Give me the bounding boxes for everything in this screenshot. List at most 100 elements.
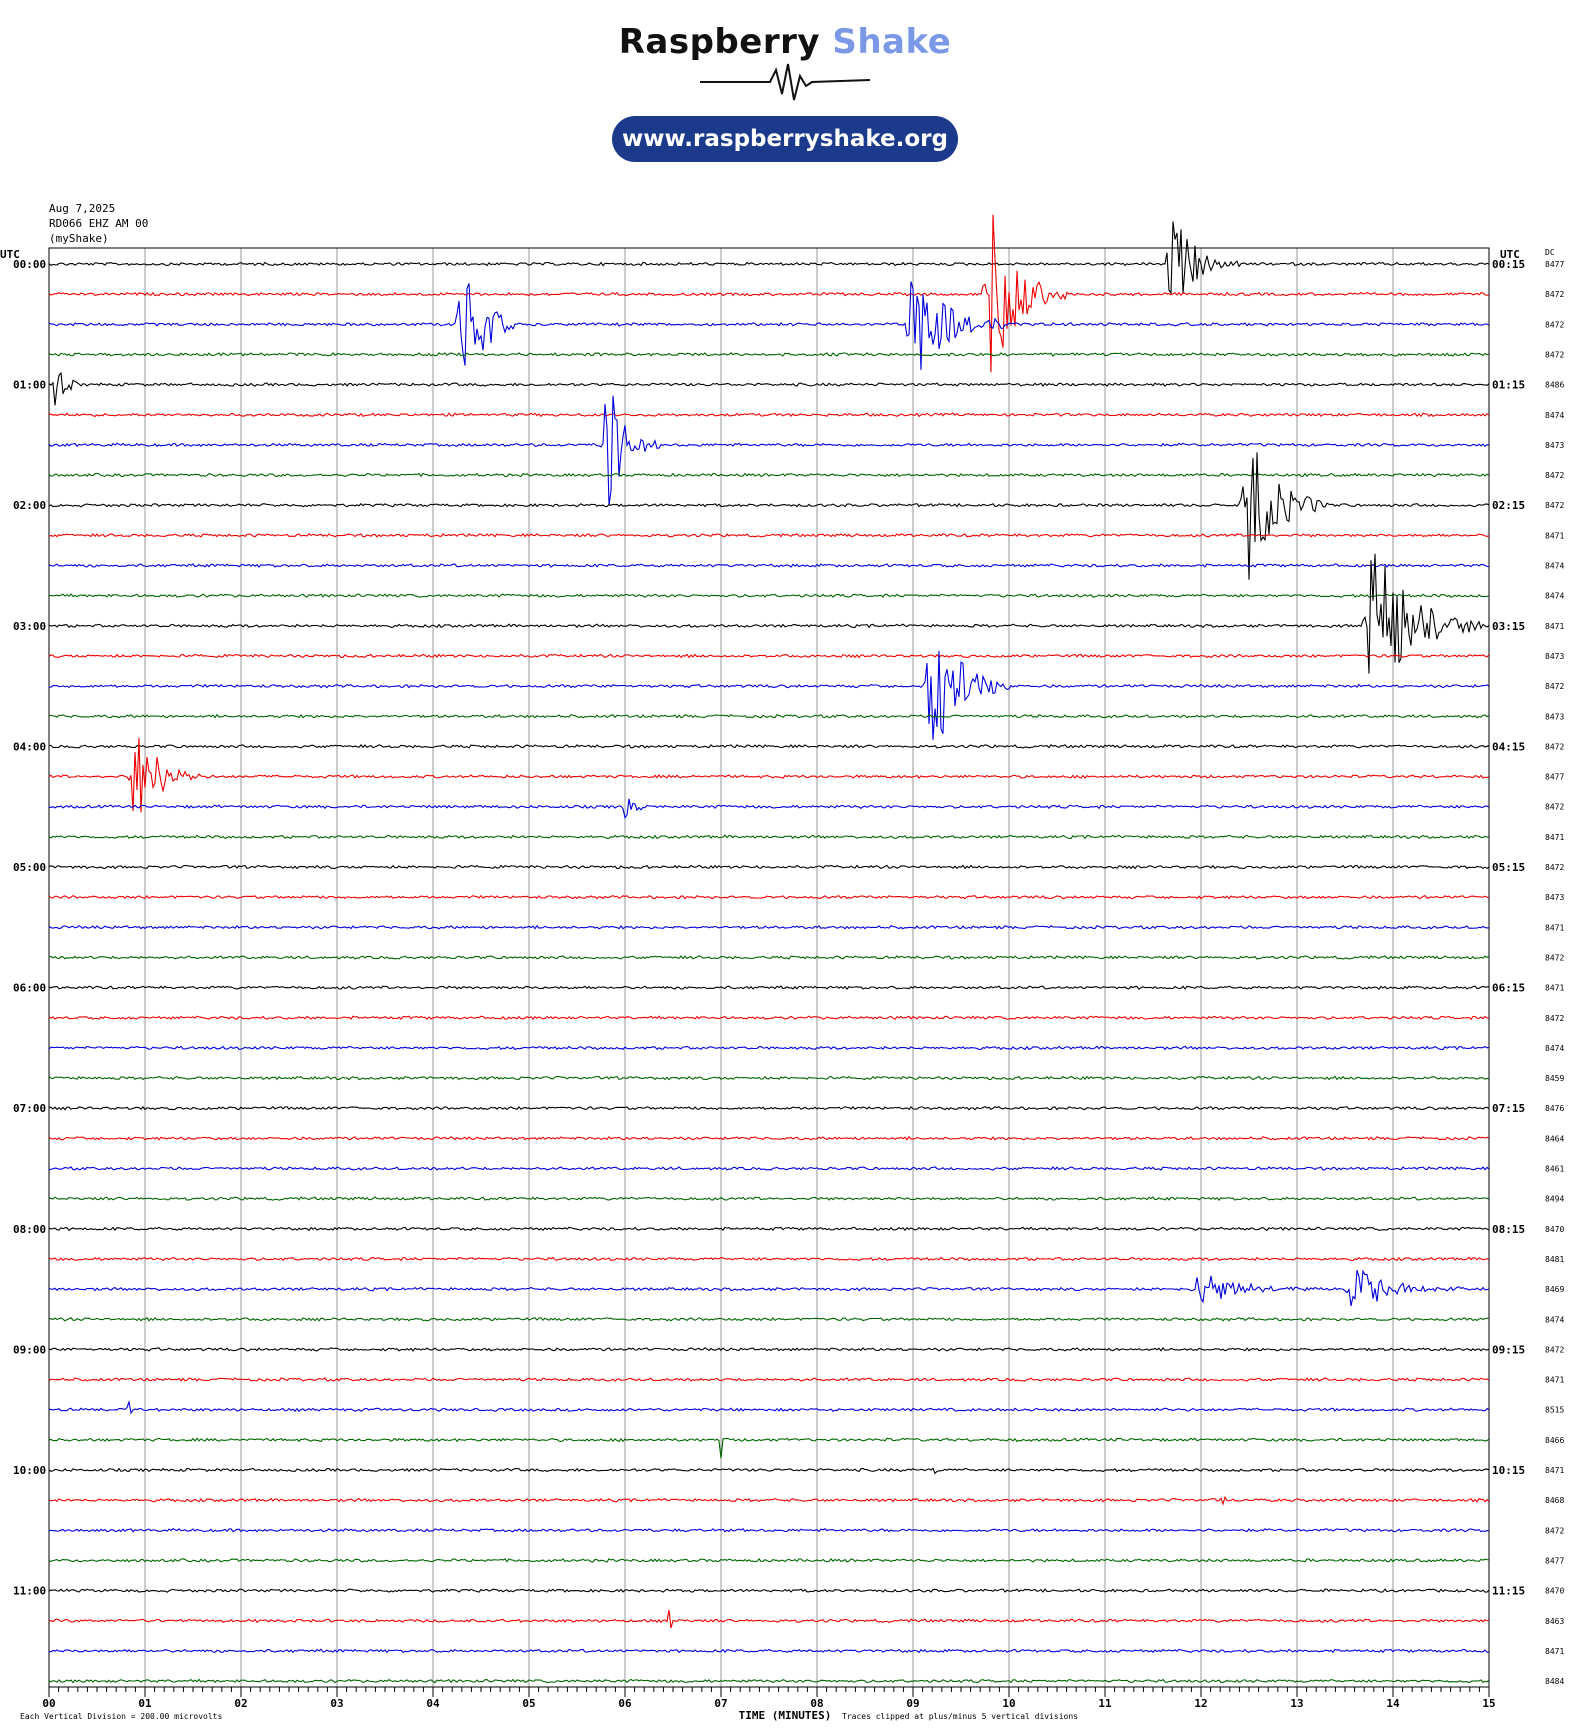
right-time-label: 02:15 <box>1492 499 1525 512</box>
dc-value-label: 8474 <box>1545 1315 1564 1324</box>
seismic-trace-row-27 <box>48 1075 1490 1081</box>
x-tick-label: 02 <box>234 1697 247 1710</box>
dc-value-label: 8459 <box>1545 1074 1564 1083</box>
dc-value-label: 8477 <box>1545 1556 1564 1565</box>
dc-value-label: 8515 <box>1545 1406 1564 1415</box>
dc-value-label: 8463 <box>1545 1617 1564 1626</box>
right-time-label: 04:15 <box>1492 740 1525 753</box>
left-time-label: 06:00 <box>13 982 46 995</box>
right-time-label: 05:15 <box>1492 861 1525 874</box>
dc-value-label: 8471 <box>1545 833 1564 842</box>
seismic-trace-row-41 <box>48 1495 1490 1506</box>
seismic-trace-row-16 <box>48 744 1490 749</box>
left-time-label: 02:00 <box>13 499 46 512</box>
seismic-trace-row-3 <box>48 352 1490 357</box>
seismic-trace-row-21 <box>48 894 1490 900</box>
seismic-trace-row-39 <box>48 1437 1490 1459</box>
header-source: (myShake) <box>49 232 109 245</box>
dc-value-label: 8471 <box>1545 531 1564 540</box>
dc-value-label: 8472 <box>1545 290 1564 299</box>
right-time-label: 06:15 <box>1492 982 1525 995</box>
x-tick-label: 05 <box>522 1697 535 1710</box>
dc-value-label: 8472 <box>1545 742 1564 751</box>
dc-value-label: 8472 <box>1545 863 1564 872</box>
dc-value-label: 8473 <box>1545 652 1564 661</box>
seismic-trace-row-33 <box>48 1256 1490 1262</box>
left-time-label: 04:00 <box>13 740 46 753</box>
dc-value-label: 8470 <box>1545 1225 1564 1234</box>
seismic-trace-row-26 <box>48 1045 1490 1051</box>
dc-value-label: 8481 <box>1545 1255 1564 1264</box>
x-tick-label: 11 <box>1098 1697 1112 1710</box>
dc-value-label: 8472 <box>1545 953 1564 962</box>
right-time-label: 10:15 <box>1492 1464 1525 1477</box>
seismic-trace-row-0 <box>48 221 1490 295</box>
dc-value-label: 8474 <box>1545 592 1564 601</box>
x-axis-title: TIME (MINUTES) <box>739 1709 832 1722</box>
seismic-trace-row-8 <box>48 452 1490 580</box>
dc-value-label: 8466 <box>1545 1436 1564 1445</box>
header-station: RD066 EHZ AM 00 <box>49 217 149 230</box>
seismic-trace-row-4 <box>48 371 1490 406</box>
left-time-label: 08:00 <box>13 1223 46 1236</box>
seismic-trace-row-2 <box>48 281 1490 370</box>
dc-value-label: 8484 <box>1545 1677 1564 1686</box>
seismic-trace-row-29 <box>48 1135 1490 1141</box>
x-tick-label: 12 <box>1194 1697 1207 1710</box>
seismic-trace-row-30 <box>48 1166 1490 1171</box>
left-time-label: 11:00 <box>13 1585 46 1598</box>
seismic-trace-row-42 <box>48 1527 1489 1533</box>
footer-clip-note: Traces clipped at plus/minus 5 vertical … <box>842 1712 1078 1721</box>
right-time-label: 11:15 <box>1492 1585 1525 1598</box>
dc-value-label: 8472 <box>1545 1345 1564 1354</box>
x-tick-label: 14 <box>1386 1697 1400 1710</box>
dc-header-label: DC <box>1545 248 1555 257</box>
dc-value-label: 8472 <box>1545 501 1564 510</box>
x-tick-label: 00 <box>42 1697 55 1710</box>
x-tick-label: 04 <box>426 1697 440 1710</box>
seismic-trace-row-34 <box>48 1269 1490 1307</box>
seismic-trace-row-38 <box>48 1399 1490 1415</box>
seismic-trace-row-45 <box>48 1609 1490 1629</box>
seismic-trace-row-6 <box>48 395 1490 506</box>
dc-value-label: 8477 <box>1545 260 1564 269</box>
dc-value-label: 8472 <box>1545 350 1564 359</box>
x-tick-label: 03 <box>330 1697 343 1710</box>
right-axis-label: UTC <box>1500 248 1520 261</box>
website-url-pill[interactable]: www.raspberryshake.org <box>612 116 958 162</box>
dc-value-label: 8486 <box>1545 381 1564 390</box>
seismic-trace-row-5 <box>48 412 1490 418</box>
seismic-trace-row-17 <box>48 737 1490 813</box>
x-tick-label: 06 <box>618 1697 632 1710</box>
seismic-trace-row-10 <box>48 563 1490 568</box>
logo-word-raspberry: Raspberry <box>618 22 821 62</box>
seismic-trace-row-13 <box>48 653 1490 659</box>
seismic-trace-row-9 <box>48 533 1490 538</box>
logo-wave-icon <box>700 63 870 101</box>
seismic-trace-row-32 <box>48 1226 1490 1232</box>
dc-value-label: 8473 <box>1545 712 1564 721</box>
right-time-label: 03:15 <box>1492 620 1525 633</box>
dc-value-label: 8464 <box>1545 1134 1564 1143</box>
dc-value-label: 8472 <box>1545 682 1564 691</box>
dc-value-label: 8469 <box>1545 1285 1564 1294</box>
dc-value-label: 8471 <box>1545 984 1564 993</box>
seismic-trace-row-20 <box>48 864 1490 870</box>
right-time-label: 01:15 <box>1492 379 1525 392</box>
dc-value-label: 8471 <box>1545 1466 1564 1475</box>
dc-value-label: 8461 <box>1545 1165 1564 1174</box>
right-time-label: 08:15 <box>1492 1223 1525 1236</box>
logo-title: Raspberry Shake <box>0 22 1570 62</box>
seismic-trace-row-11 <box>48 593 1490 599</box>
left-time-label: 03:00 <box>13 620 46 633</box>
left-axis-label: UTC <box>0 248 20 261</box>
dc-value-label: 8477 <box>1545 773 1564 782</box>
dc-value-label: 8471 <box>1545 923 1564 932</box>
dc-value-label: 8474 <box>1545 411 1564 420</box>
dc-value-label: 8471 <box>1545 1647 1564 1656</box>
dc-value-label: 8472 <box>1545 471 1564 480</box>
seismic-trace-row-43 <box>48 1558 1490 1563</box>
seismic-trace-row-46 <box>48 1648 1490 1654</box>
x-tick-label: 15 <box>1482 1697 1495 1710</box>
